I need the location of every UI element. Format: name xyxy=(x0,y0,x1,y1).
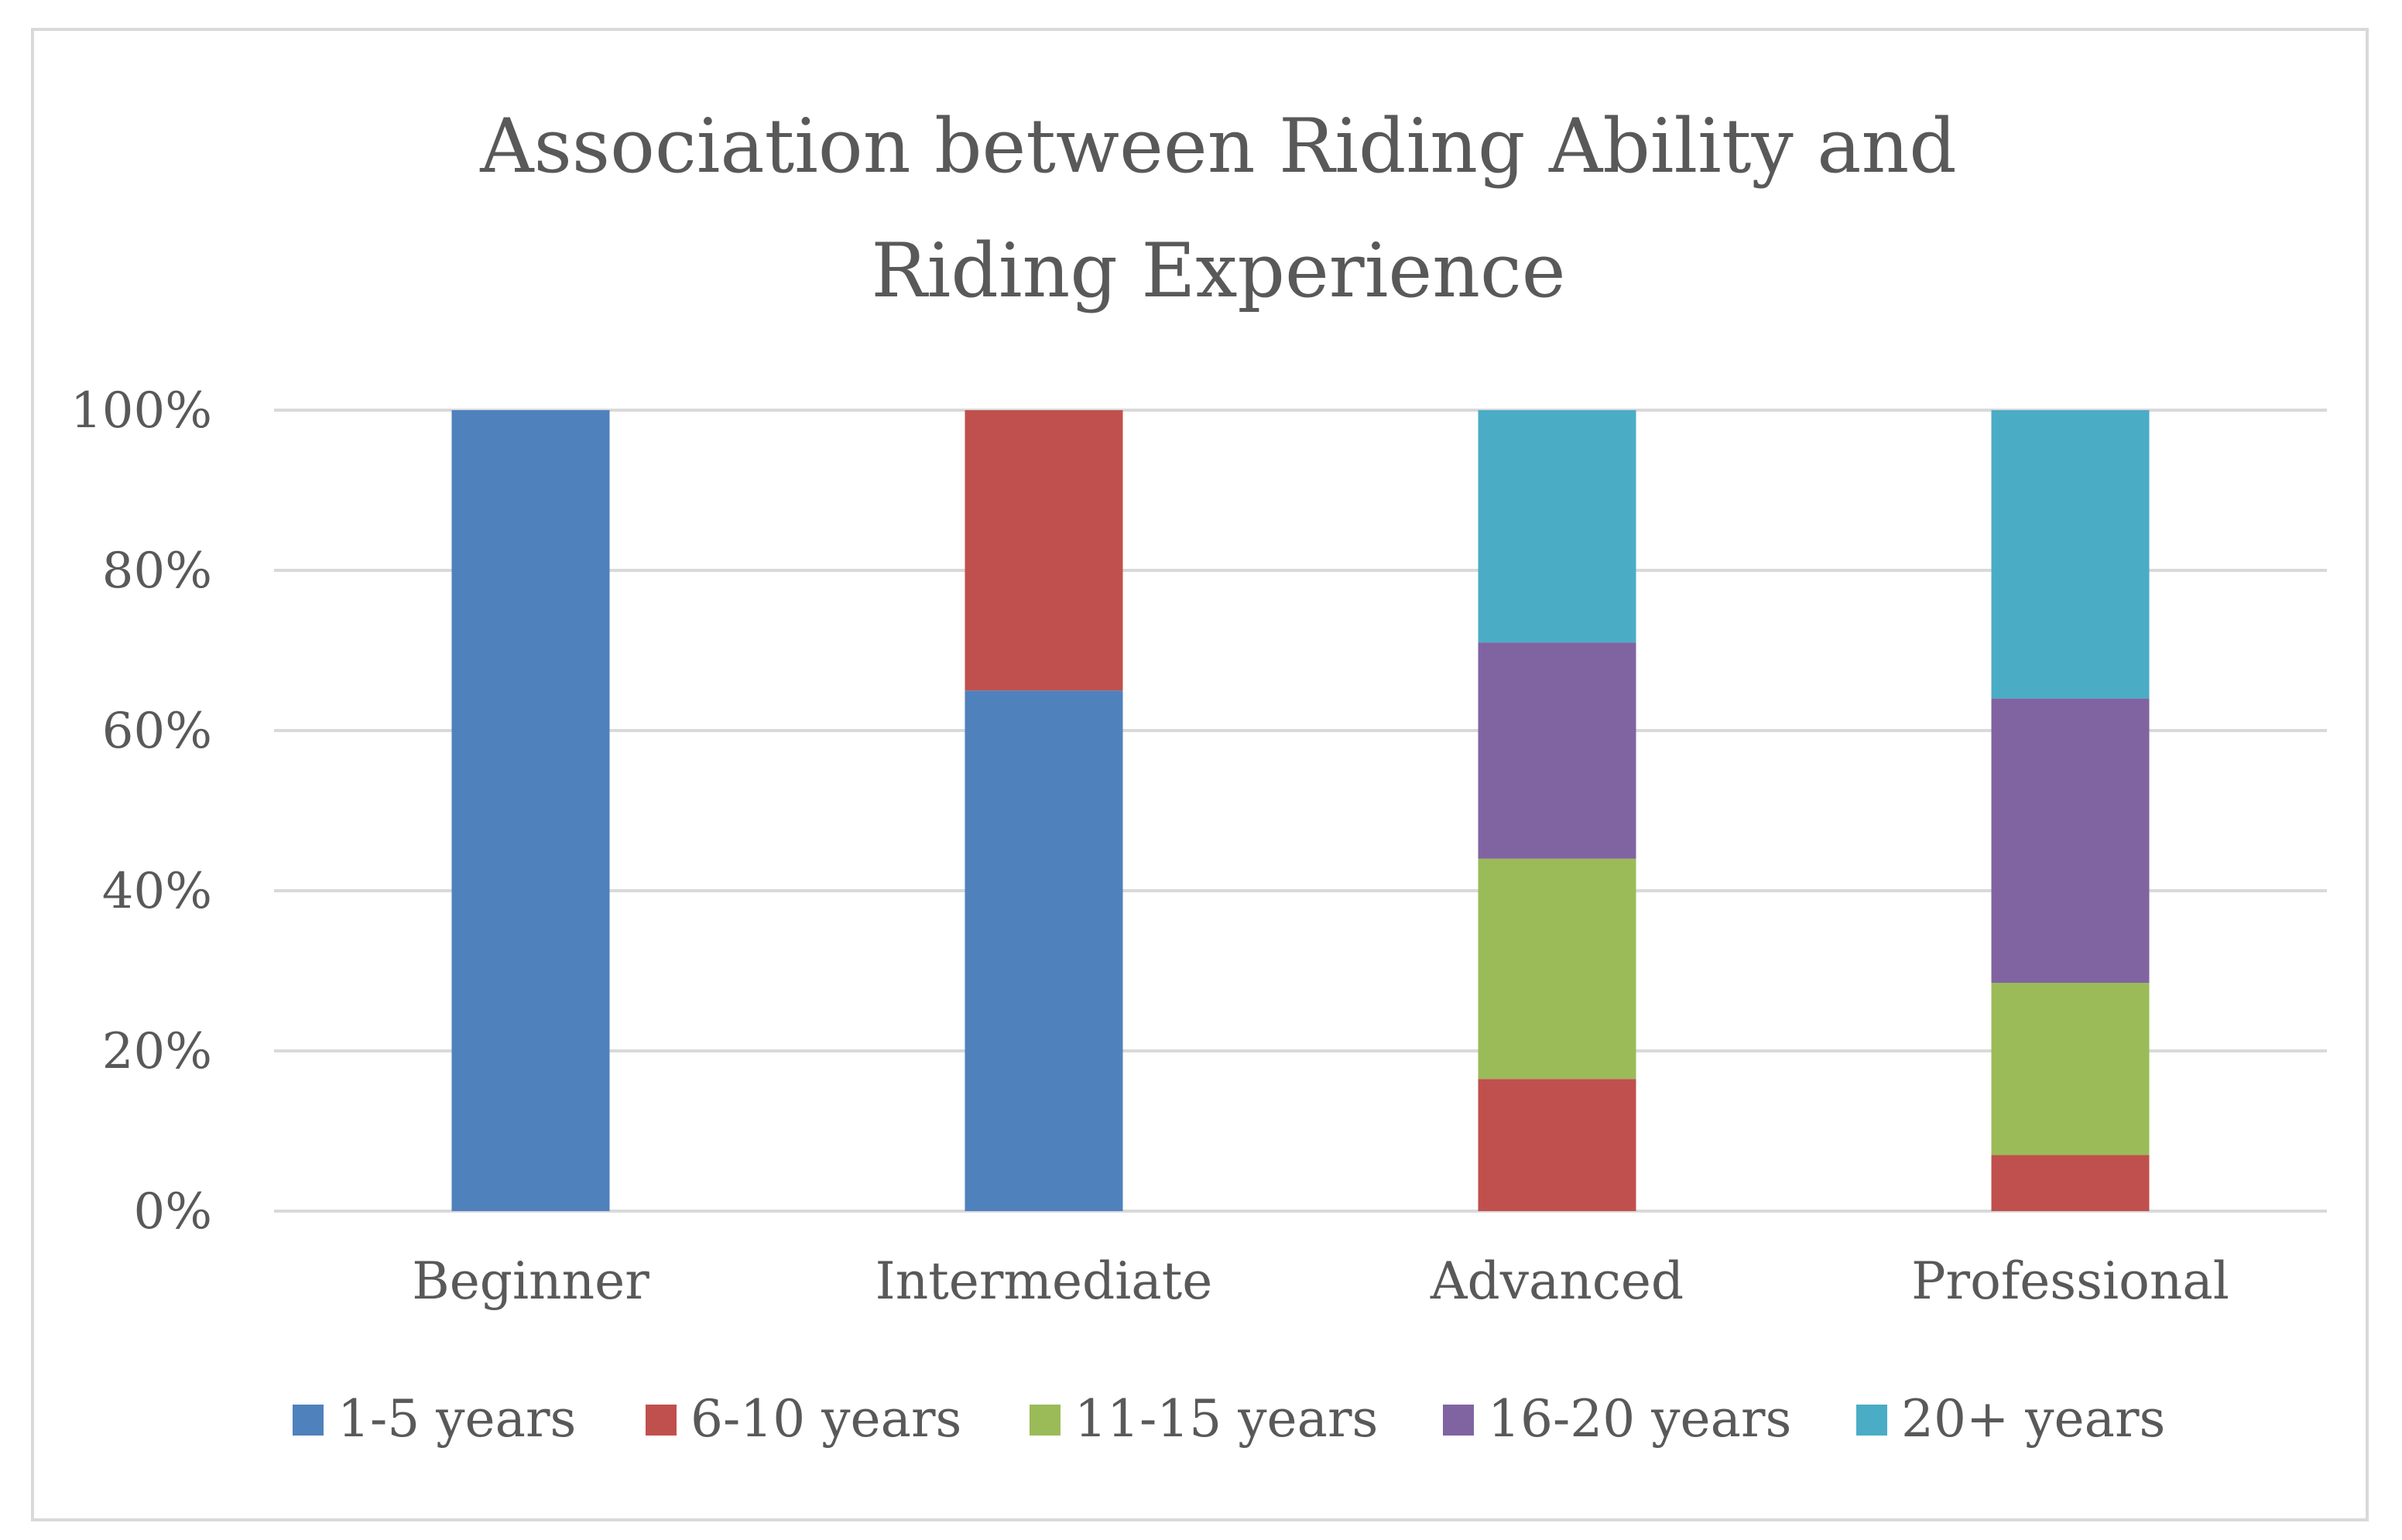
bar-segment xyxy=(1478,642,1636,859)
y-tick-label: 40% xyxy=(102,863,212,920)
y-tick-label: 100% xyxy=(70,382,212,440)
legend-swatch xyxy=(646,1405,677,1436)
y-tick-label: 80% xyxy=(102,542,212,600)
chart-title-line-2: Riding Experience xyxy=(871,228,1565,314)
legend-swatch xyxy=(1030,1405,1061,1436)
y-tick-label: 0% xyxy=(133,1183,212,1241)
legend-label: 20+ years xyxy=(1901,1389,2165,1449)
x-category-label: Advanced xyxy=(1430,1251,1684,1311)
chart-title: Association between Riding Ability and R… xyxy=(479,103,1956,314)
legend-swatch xyxy=(293,1405,324,1436)
bars xyxy=(451,410,2150,1211)
y-tick-label: 60% xyxy=(102,703,212,760)
stacked-bar-chart: Association between Riding Ability and R… xyxy=(70,103,2327,1449)
legend-swatch xyxy=(1856,1405,1887,1436)
bar-segment xyxy=(1991,1155,2150,1211)
x-category-label: Intermediate xyxy=(875,1251,1213,1311)
y-tick-label: 20% xyxy=(102,1023,212,1080)
bar-segment xyxy=(451,410,610,1211)
legend-label: 1-5 years xyxy=(338,1389,576,1449)
bar-segment xyxy=(965,690,1123,1211)
legend: 1-5 years 6-10 years 11-15 years 16-20 year… xyxy=(293,1389,2165,1449)
bar-segment xyxy=(1991,698,2150,984)
gridlines xyxy=(274,409,2327,1213)
y-axis-tick-labels: 0% 20% 40% 60% 80% 100% xyxy=(70,382,212,1241)
bar-segment xyxy=(1478,1079,1636,1211)
bar-segment xyxy=(1478,858,1636,1080)
bar-segment xyxy=(965,410,1123,691)
legend-label: 16-20 years xyxy=(1488,1389,1791,1449)
chart-title-line-1: Association between Riding Ability and xyxy=(479,103,1956,190)
bar-segment xyxy=(1478,410,1636,643)
x-category-label: Professional xyxy=(1911,1251,2229,1311)
chart-frame: Association between Riding Ability and R… xyxy=(31,28,2369,1521)
legend-swatch xyxy=(1443,1405,1474,1436)
bar-segment xyxy=(1991,983,2150,1155)
legend-label: 6-10 years xyxy=(690,1389,961,1449)
x-category-label: Beginner xyxy=(412,1251,649,1311)
legend-label: 11-15 years xyxy=(1074,1389,1378,1449)
x-axis-category-labels: Beginner Intermediate Advanced Professional xyxy=(412,1251,2229,1311)
bar-segment xyxy=(1991,410,2150,699)
